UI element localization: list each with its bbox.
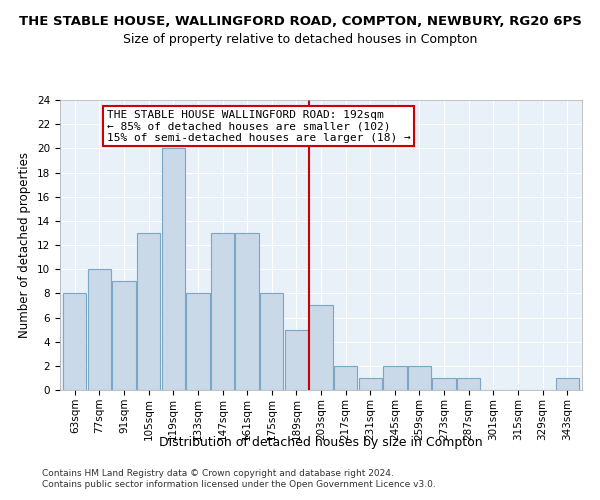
Bar <box>383 366 407 390</box>
Bar <box>457 378 481 390</box>
Bar <box>556 378 579 390</box>
Bar <box>359 378 382 390</box>
Text: Distribution of detached houses by size in Compton: Distribution of detached houses by size … <box>159 436 483 449</box>
Text: Size of property relative to detached houses in Compton: Size of property relative to detached ho… <box>123 32 477 46</box>
Bar <box>334 366 358 390</box>
Bar <box>408 366 431 390</box>
Bar <box>112 281 136 390</box>
Bar <box>284 330 308 390</box>
Y-axis label: Number of detached properties: Number of detached properties <box>19 152 31 338</box>
Text: Contains public sector information licensed under the Open Government Licence v3: Contains public sector information licen… <box>42 480 436 489</box>
Bar <box>310 306 332 390</box>
Bar <box>433 378 456 390</box>
Bar <box>211 233 234 390</box>
Bar <box>260 294 283 390</box>
Bar <box>161 148 185 390</box>
Text: THE STABLE HOUSE WALLINGFORD ROAD: 192sqm
← 85% of detached houses are smaller (: THE STABLE HOUSE WALLINGFORD ROAD: 192sq… <box>107 110 410 143</box>
Bar <box>63 294 86 390</box>
Text: THE STABLE HOUSE, WALLINGFORD ROAD, COMPTON, NEWBURY, RG20 6PS: THE STABLE HOUSE, WALLINGFORD ROAD, COMP… <box>19 15 581 28</box>
Bar <box>88 269 111 390</box>
Bar <box>137 233 160 390</box>
Bar <box>235 233 259 390</box>
Bar <box>186 294 209 390</box>
Text: Contains HM Land Registry data © Crown copyright and database right 2024.: Contains HM Land Registry data © Crown c… <box>42 468 394 477</box>
